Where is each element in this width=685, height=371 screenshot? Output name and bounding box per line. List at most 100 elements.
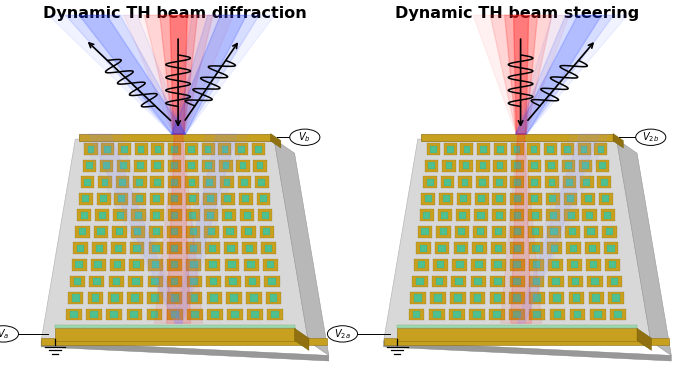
Polygon shape: [55, 325, 295, 328]
Bar: [460, 160, 473, 172]
Bar: [569, 228, 576, 236]
Bar: [171, 311, 179, 318]
Bar: [433, 311, 440, 318]
Bar: [454, 295, 462, 302]
Bar: [493, 193, 506, 205]
Polygon shape: [79, 134, 271, 141]
Bar: [596, 160, 609, 172]
Bar: [114, 193, 128, 205]
Bar: [440, 176, 454, 188]
Bar: [153, 228, 160, 236]
Bar: [514, 228, 521, 236]
Bar: [473, 311, 481, 318]
Bar: [475, 278, 482, 285]
Bar: [480, 146, 487, 153]
Bar: [458, 176, 472, 188]
Bar: [266, 292, 282, 304]
Bar: [186, 209, 200, 221]
Bar: [131, 226, 145, 238]
Bar: [597, 176, 611, 188]
Polygon shape: [397, 325, 637, 328]
Bar: [147, 292, 162, 304]
Bar: [138, 146, 145, 153]
Bar: [225, 259, 240, 271]
Circle shape: [327, 326, 358, 342]
Bar: [470, 292, 485, 304]
Bar: [114, 261, 121, 269]
Bar: [434, 295, 442, 302]
Bar: [235, 143, 248, 155]
Bar: [479, 162, 486, 169]
Bar: [474, 295, 482, 302]
Bar: [453, 311, 461, 318]
Bar: [421, 193, 436, 205]
Bar: [171, 245, 178, 252]
Bar: [549, 195, 556, 203]
Bar: [587, 228, 595, 236]
Bar: [493, 160, 507, 172]
Bar: [257, 162, 263, 169]
Bar: [566, 243, 581, 255]
Bar: [570, 245, 577, 252]
Bar: [443, 195, 449, 203]
Bar: [110, 311, 119, 318]
Bar: [97, 193, 110, 205]
Bar: [242, 195, 249, 203]
Bar: [94, 226, 108, 238]
Polygon shape: [613, 134, 623, 148]
Bar: [610, 309, 625, 321]
Bar: [210, 278, 217, 285]
Bar: [571, 261, 578, 269]
Bar: [593, 295, 600, 302]
Bar: [527, 160, 541, 172]
Bar: [151, 143, 164, 155]
Bar: [451, 276, 466, 288]
Bar: [206, 259, 221, 271]
Bar: [528, 193, 542, 205]
Bar: [73, 278, 82, 285]
Bar: [545, 176, 559, 188]
Bar: [168, 209, 182, 221]
Bar: [258, 209, 272, 221]
Bar: [494, 278, 501, 285]
Bar: [92, 243, 107, 255]
Bar: [531, 179, 538, 186]
Bar: [226, 228, 234, 236]
Polygon shape: [271, 134, 281, 148]
Bar: [255, 146, 262, 153]
Bar: [171, 261, 178, 269]
Polygon shape: [397, 328, 637, 341]
Bar: [219, 160, 232, 172]
Bar: [203, 176, 216, 188]
Bar: [221, 193, 235, 205]
Bar: [493, 176, 506, 188]
Bar: [552, 278, 560, 285]
Bar: [101, 143, 114, 155]
Bar: [132, 278, 140, 285]
Bar: [597, 146, 604, 153]
Bar: [227, 245, 235, 252]
Bar: [547, 243, 562, 255]
Bar: [510, 193, 524, 205]
Bar: [469, 309, 485, 321]
Bar: [581, 146, 587, 153]
Bar: [423, 212, 430, 219]
Bar: [99, 212, 105, 219]
Bar: [128, 276, 143, 288]
Bar: [514, 179, 521, 186]
Bar: [98, 176, 112, 188]
Bar: [190, 295, 199, 302]
Bar: [114, 245, 122, 252]
Text: V$_{2a}$: V$_{2a}$: [334, 327, 351, 341]
Bar: [561, 143, 574, 155]
Bar: [225, 195, 232, 203]
Bar: [414, 295, 422, 302]
Bar: [588, 276, 603, 288]
Bar: [532, 228, 539, 236]
Bar: [607, 276, 622, 288]
Bar: [421, 228, 429, 236]
Bar: [475, 193, 488, 205]
Bar: [95, 261, 102, 269]
Bar: [444, 179, 451, 186]
Bar: [106, 309, 122, 321]
